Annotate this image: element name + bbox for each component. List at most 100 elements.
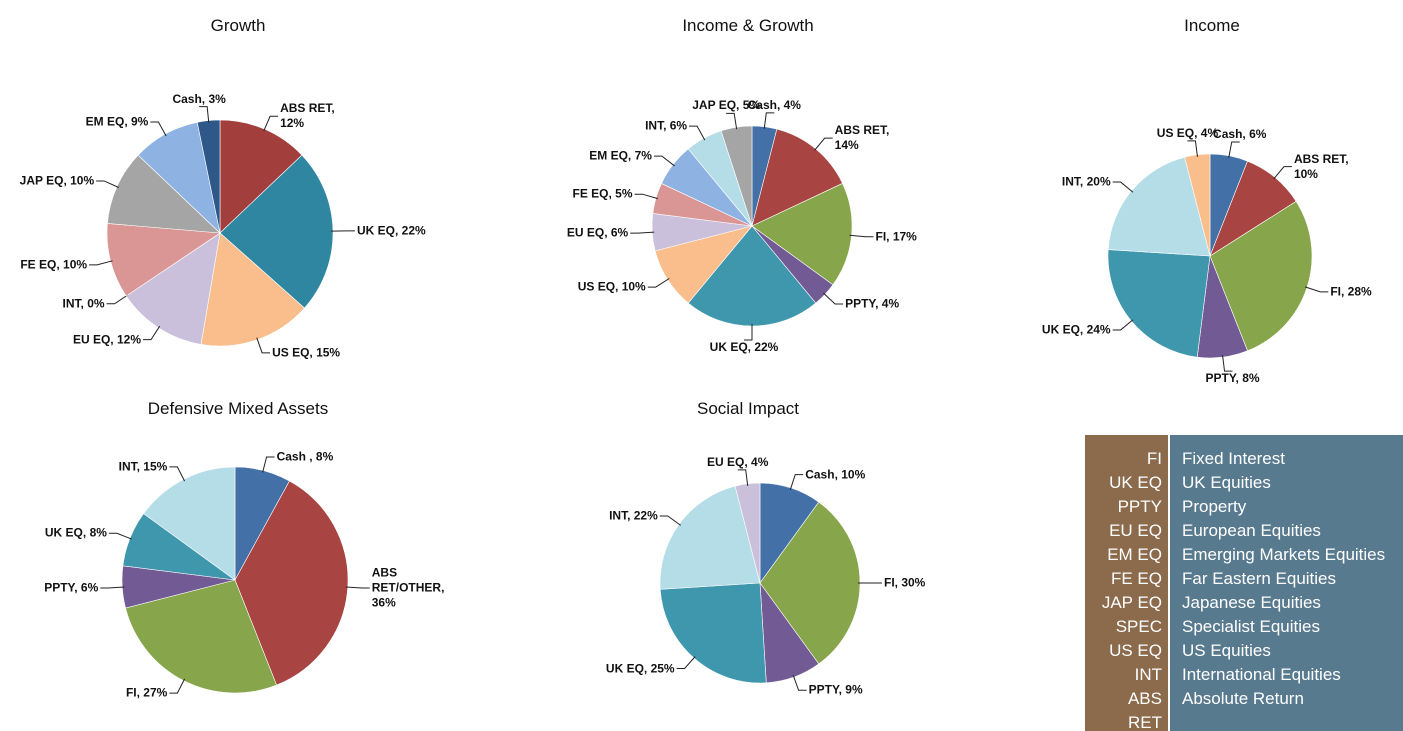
meaning: International Equities (1169, 663, 1403, 687)
data-label: PPTY, 4% (845, 296, 900, 311)
glossary-row: FI Fixed Interest (1085, 435, 1403, 471)
leader-line (169, 466, 186, 482)
glossary: FI Fixed Interest UK EQ UK Equities PPTY Prop… (1085, 435, 1403, 731)
leader-line (108, 532, 132, 540)
glossary-row: PPTY Property (1085, 495, 1403, 519)
meaning: Property (1169, 495, 1403, 519)
meaning: Far Eastern Equities (1169, 567, 1403, 591)
leader-line (726, 112, 738, 130)
chart-title: Income (1184, 16, 1240, 35)
abbreviation: EU EQ (1085, 519, 1170, 543)
leader-line (744, 324, 753, 341)
data-label: PPTY, 6% (44, 580, 99, 595)
abbreviation: FE EQ (1085, 567, 1170, 591)
leader-line (849, 234, 874, 238)
data-label: INT, 15% (118, 459, 168, 474)
data-label: UK EQ, 24% (1041, 322, 1111, 337)
leader-line (169, 678, 186, 694)
data-label: INT, 20% (1061, 174, 1111, 189)
data-label: PPTY, 9% (808, 682, 863, 697)
chart-title: Income & Growth (682, 16, 814, 35)
data-label: FI, 28% (1330, 284, 1372, 299)
data-label: EM EQ, 9% (85, 114, 149, 129)
data-label: Cash, 6% (1213, 127, 1267, 142)
abbreviation: FI (1085, 435, 1170, 471)
glossary-row: FE EQ Far Eastern Equities (1085, 567, 1403, 591)
data-label: UK EQ, 25% (605, 661, 675, 675)
data-label: JAP EQ, 5% (692, 98, 761, 113)
meaning: Absolute Return (1169, 687, 1403, 731)
glossary-row: INT International Equities (1085, 663, 1403, 687)
data-label: EU EQ, 4% (707, 454, 769, 469)
leader-line (737, 469, 749, 486)
leader-line (150, 121, 167, 137)
abbreviation: EM EQ (1085, 543, 1170, 567)
pie-slice (1107, 249, 1211, 358)
leader-line (96, 180, 119, 188)
leader-line (814, 137, 833, 151)
data-label: FI, 30% (884, 575, 926, 590)
leader-line (199, 106, 210, 123)
leader-line (106, 294, 129, 305)
data-label: EU EQ, 12% (72, 332, 141, 347)
data-label: EU EQ, 6% (566, 225, 629, 240)
data-label: FE EQ, 10% (20, 257, 88, 272)
data-label: US EQ, 4% (1156, 125, 1219, 140)
leader-line (1112, 181, 1134, 193)
leader-line (763, 112, 775, 129)
data-label: FE EQ, 5% (572, 186, 633, 201)
data-label: FI, 27% (125, 685, 168, 700)
meaning: Emerging Markets Equities (1169, 543, 1403, 567)
meaning: UK Equities (1169, 471, 1403, 495)
glossary-row: US EQ US Equities (1085, 639, 1403, 663)
glossary-row: EU EQ European Equities (1085, 519, 1403, 543)
leader-line (143, 325, 161, 341)
leader-line (676, 656, 696, 670)
glossary-row: ABS RET Absolute Return (1085, 687, 1403, 731)
data-label: INT, 0% (62, 296, 105, 311)
data-label: UK EQ, 8% (44, 525, 107, 540)
leader-line (647, 278, 670, 288)
data-label: JAP EQ, 10% (19, 173, 95, 188)
leader-line (263, 115, 279, 132)
data-label: ABS RET/OTHER, 36% (371, 565, 445, 610)
abbreviation: SPEC (1085, 615, 1170, 639)
leader-line (1273, 166, 1292, 180)
data-label: Cash , 8% (276, 449, 334, 464)
abbreviation: PPTY (1085, 495, 1170, 519)
glossary-row: JAP EQ Japanese Equities (1085, 591, 1403, 615)
leader-line (1112, 319, 1134, 331)
data-label: PPTY, 8% (1205, 371, 1260, 386)
leader-line (653, 155, 675, 167)
leader-line (634, 193, 659, 200)
abbreviation: US EQ (1085, 639, 1170, 663)
meaning: Fixed Interest (1169, 435, 1403, 471)
chart-title: Defensive Mixed Assets (147, 399, 329, 418)
leader-line (792, 675, 807, 691)
glossary-row: SPEC Specialist Equities (1085, 615, 1403, 639)
data-label: INT, 6% (645, 118, 688, 133)
leader-line (659, 515, 682, 526)
leader-line (256, 337, 271, 354)
chart-title: Growth (210, 16, 266, 35)
meaning: Specialist Equities (1169, 615, 1403, 639)
chart-title: Social Impact (696, 399, 800, 418)
leader-line (100, 586, 125, 589)
glossary-row: EM EQ Emerging Markets Equities (1085, 543, 1403, 567)
pie-slice (659, 582, 767, 684)
abbreviation: JAP EQ (1085, 591, 1170, 615)
data-label: FI, 17% (875, 229, 917, 244)
leader-line (630, 231, 655, 234)
glossary-row: UK EQ UK Equities (1085, 471, 1403, 495)
leader-line (89, 260, 113, 266)
meaning: US Equities (1169, 639, 1403, 663)
leader-line (689, 125, 706, 141)
meaning: Japanese Equities (1169, 591, 1403, 615)
data-label: Cash, 4% (747, 97, 801, 112)
meaning: European Equities (1169, 519, 1403, 543)
abbreviation: ABS RET (1085, 687, 1170, 731)
data-label: EM EQ, 7% (589, 148, 652, 163)
data-label: INT, 22% (609, 508, 658, 523)
